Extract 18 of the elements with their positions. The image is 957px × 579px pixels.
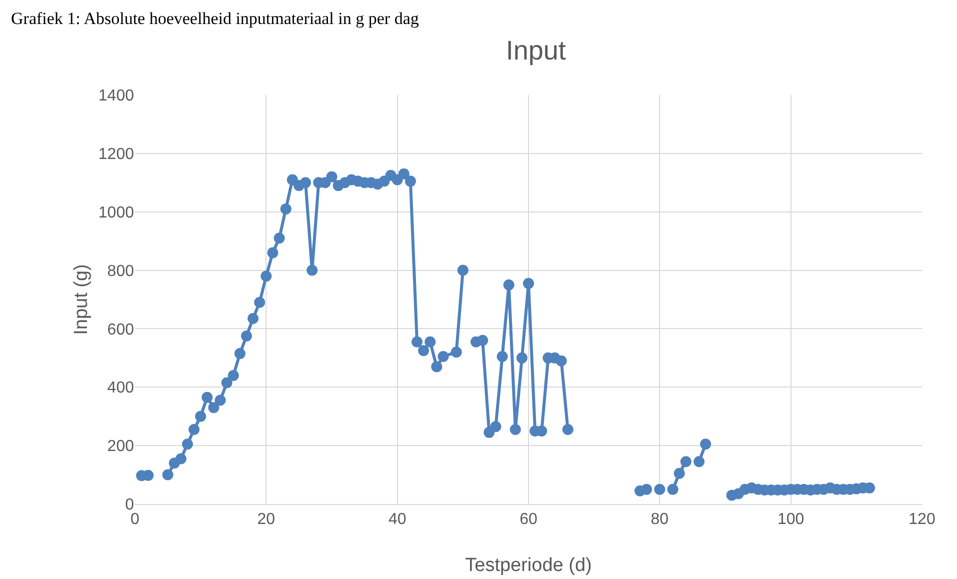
x-tick-label: 80	[650, 511, 669, 528]
y-tick-label: 800	[107, 262, 134, 280]
y-tick-label: 1400	[98, 88, 134, 105]
x-axis-title: Testperiode (d)	[465, 555, 592, 576]
x-tick-label: 60	[520, 511, 538, 528]
chart-title: Input	[506, 35, 566, 66]
text: Grafiek 1: Absolute hoeveelheid inputmateriaal in g per dag	[11, 9, 420, 28]
x-tick-label: 100	[777, 511, 804, 528]
y-tick-label: 600	[107, 321, 134, 338]
x-tick-label: 40	[388, 511, 406, 528]
y-axis-title: Input (g)	[71, 264, 92, 335]
y-tick-label: 1000	[98, 204, 134, 222]
y-tick-label: 200	[107, 438, 134, 456]
x-tick-label: 120	[908, 511, 936, 528]
y-tick-label: 1200	[98, 146, 134, 164]
y-tick-label: 400	[107, 380, 134, 397]
x-tick-label: 20	[257, 511, 276, 528]
y-tick-label: 0	[125, 496, 134, 514]
